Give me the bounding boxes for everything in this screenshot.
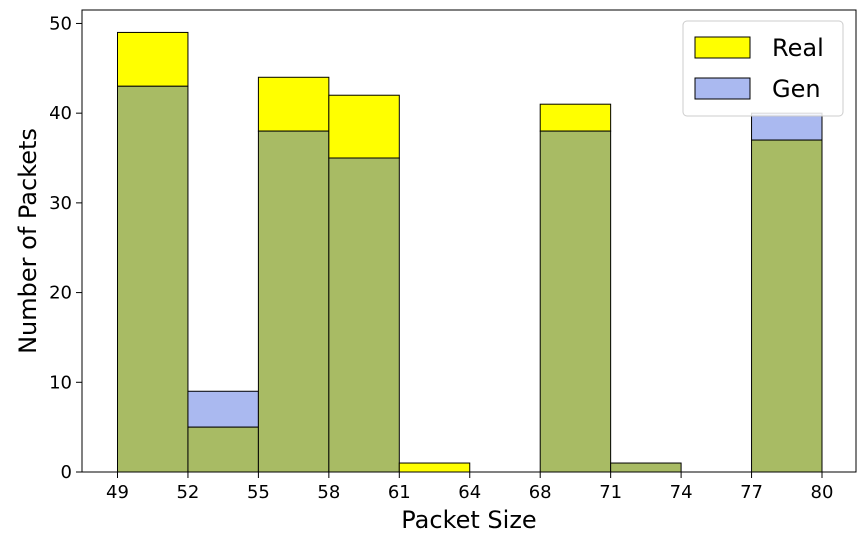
x-tick-label: 71 — [599, 482, 622, 503]
bars-group — [117, 31, 823, 473]
y-tick-label: 40 — [49, 103, 72, 124]
y-tick-label: 30 — [49, 193, 72, 214]
x-tick-label: 77 — [740, 482, 763, 503]
bar-real-3 — [328, 94, 400, 159]
legend-label-real: Real — [772, 34, 824, 62]
legend: Real Gen — [682, 20, 844, 117]
y-tick-label: 0 — [61, 462, 72, 483]
plot-frame — [81, 9, 857, 473]
bar-real-2 — [257, 76, 330, 132]
bar-overlap-6 — [539, 130, 612, 473]
bar-gen-9 — [751, 112, 823, 141]
x-tick-label: 80 — [811, 482, 834, 503]
bar-overlap-7 — [610, 462, 682, 473]
bar-real-6 — [539, 103, 612, 132]
y-tick-label: 10 — [49, 372, 72, 393]
legend-label-gen: Gen — [772, 75, 821, 103]
x-tick-label: 64 — [458, 482, 481, 503]
bar-overlap-1 — [187, 426, 259, 473]
bar-overlap-9 — [751, 139, 823, 473]
x-tick-label: 74 — [670, 482, 693, 503]
y-axis-ticks: 0 10 20 30 40 50 — [49, 13, 82, 483]
bar-overlap-3 — [328, 157, 400, 473]
y-tick-label: 50 — [49, 13, 72, 34]
y-tick-label: 20 — [49, 283, 72, 304]
x-tick-label: 61 — [388, 482, 411, 503]
bar-real-0 — [117, 31, 189, 87]
bar-overlap-0 — [117, 85, 189, 473]
legend-swatch-gen — [694, 77, 751, 100]
x-axis-label: Packet Size — [401, 506, 536, 534]
x-tick-label: 49 — [106, 482, 129, 503]
bar-real-4 — [398, 462, 471, 473]
x-axis-ticks: 49 52 55 58 61 64 68 71 74 77 80 — [106, 472, 833, 503]
x-tick-label: 58 — [317, 482, 340, 503]
x-tick-label: 68 — [529, 482, 552, 503]
x-tick-label: 52 — [176, 482, 199, 503]
legend-swatch-real — [694, 36, 751, 59]
bar-overlap-2 — [257, 130, 330, 473]
y-axis-label: Number of Packets — [14, 128, 42, 354]
bar-gen-1 — [187, 390, 259, 428]
x-tick-label: 55 — [247, 482, 270, 503]
